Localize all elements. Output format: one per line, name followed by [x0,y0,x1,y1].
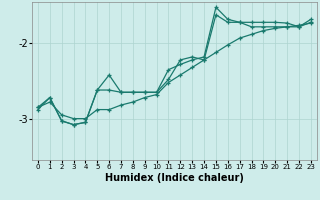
X-axis label: Humidex (Indice chaleur): Humidex (Indice chaleur) [105,173,244,183]
